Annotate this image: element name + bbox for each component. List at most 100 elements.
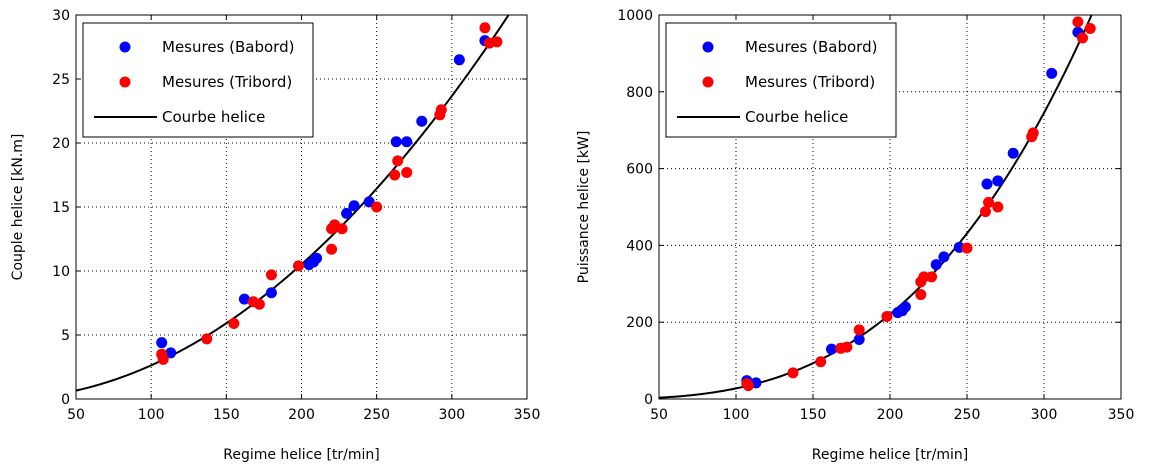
data-point — [201, 333, 213, 345]
data-point — [238, 293, 250, 305]
y-tick-label: 10 — [52, 264, 70, 280]
data-point — [1072, 16, 1084, 28]
data-point — [389, 169, 401, 181]
x-tick-label: 300 — [1031, 407, 1058, 423]
x-tick-label: 150 — [213, 407, 240, 423]
data-point — [491, 36, 503, 48]
y-tick-label: 200 — [626, 315, 653, 331]
left-chart: 50 100 150 200 250 300 350 0 5 10 15 20 25 30 Regime h… — [10, 8, 541, 463]
x-tick-label: 150 — [800, 407, 827, 423]
series-0-points — [156, 35, 491, 359]
series-1-points — [741, 16, 1096, 392]
data-point — [336, 223, 348, 235]
legend-label: Mesures (Tribord) — [162, 73, 292, 91]
data-point — [926, 271, 938, 283]
x-tick-label: 250 — [954, 407, 981, 423]
x-tick-label: 50 — [67, 407, 85, 423]
y-tick-label: 20 — [52, 136, 70, 152]
legend: Mesures (Babord) Mesures (Tribord) Courbe … — [82, 22, 314, 138]
legend-label: Courbe helice — [162, 108, 265, 126]
data-point — [981, 178, 993, 190]
data-point — [1084, 22, 1096, 34]
data-point — [308, 256, 320, 268]
y-tick-label: 600 — [626, 162, 653, 178]
data-point — [392, 155, 404, 167]
data-point — [1007, 147, 1019, 159]
data-point — [992, 201, 1004, 213]
data-point — [930, 259, 942, 271]
data-point — [156, 337, 168, 349]
data-point — [915, 289, 927, 301]
data-point — [292, 260, 304, 272]
legend-label: Mesures (Babord) — [162, 38, 294, 56]
y-tick-label: 25 — [52, 72, 70, 88]
legend-label: Mesures (Babord) — [745, 38, 877, 56]
legend-dot-marker — [119, 76, 131, 88]
data-point — [938, 251, 950, 263]
data-point — [253, 298, 265, 310]
data-point — [435, 104, 447, 116]
y-tick-label: 30 — [52, 8, 70, 24]
legend-dot-marker — [702, 41, 714, 53]
data-point — [401, 136, 413, 148]
data-point — [853, 324, 865, 336]
data-point — [979, 206, 991, 218]
data-point — [401, 166, 413, 178]
data-point — [265, 287, 277, 299]
data-point — [825, 343, 837, 355]
x-tick-label: 200 — [877, 407, 904, 423]
data-point — [341, 207, 353, 219]
data-point — [1027, 127, 1039, 139]
x-tick-label: 350 — [514, 407, 541, 423]
y-tick-label: 1000 — [617, 8, 653, 24]
x-tick-label: 350 — [1108, 407, 1135, 423]
data-point — [742, 380, 754, 392]
legend-dot-marker — [119, 41, 131, 53]
data-point — [1077, 32, 1088, 44]
data-point — [841, 341, 853, 353]
data-point — [479, 22, 491, 34]
data-point — [815, 356, 827, 368]
x-tick-label: 100 — [723, 407, 750, 423]
y-tick-label: 400 — [626, 238, 653, 254]
data-point — [416, 115, 428, 127]
series-1-points — [156, 22, 503, 365]
y-tick-label: 5 — [61, 328, 70, 344]
y-tick-label: 800 — [626, 85, 653, 101]
x-axis-label: Regime helice [tr/min] — [223, 447, 380, 463]
data-point — [453, 54, 465, 66]
data-point — [228, 317, 240, 329]
data-point — [371, 201, 383, 213]
data-point — [961, 242, 973, 254]
data-point — [265, 269, 277, 281]
data-point — [165, 347, 177, 359]
data-point — [1046, 67, 1058, 79]
data-point — [390, 136, 402, 148]
data-point — [983, 196, 995, 208]
data-point — [881, 310, 893, 322]
y-axis-label: Couple helice [kN.m] — [10, 134, 26, 281]
data-point — [348, 200, 360, 212]
x-axis-label: Regime helice [tr/min] — [812, 447, 969, 463]
data-point — [787, 367, 799, 379]
legend: Mesures (Babord) Mesures (Tribord) Courbe … — [665, 22, 897, 138]
x-tick-label: 300 — [438, 407, 465, 423]
x-tick-label: 100 — [138, 407, 165, 423]
legend-dot-marker — [702, 76, 714, 88]
data-point — [853, 333, 865, 345]
x-tick-label: 50 — [650, 407, 668, 423]
legend-label: Courbe helice — [745, 108, 848, 126]
legend-label: Mesures (Tribord) — [745, 73, 875, 91]
y-tick-label: 15 — [52, 200, 70, 216]
data-point — [326, 243, 338, 255]
data-point — [992, 175, 1004, 187]
x-tick-label: 200 — [288, 407, 315, 423]
y-tick-label: 0 — [61, 392, 70, 408]
y-tick-label: 0 — [644, 392, 653, 408]
y-axis-label: Puissance helice [kW] — [576, 131, 592, 284]
right-chart: 50 100 150 200 250 300 350 0 200 400 600 800 1000 Reg… — [576, 8, 1135, 463]
data-point — [918, 271, 930, 283]
x-tick-label: 250 — [363, 407, 390, 423]
data-point — [157, 353, 169, 365]
